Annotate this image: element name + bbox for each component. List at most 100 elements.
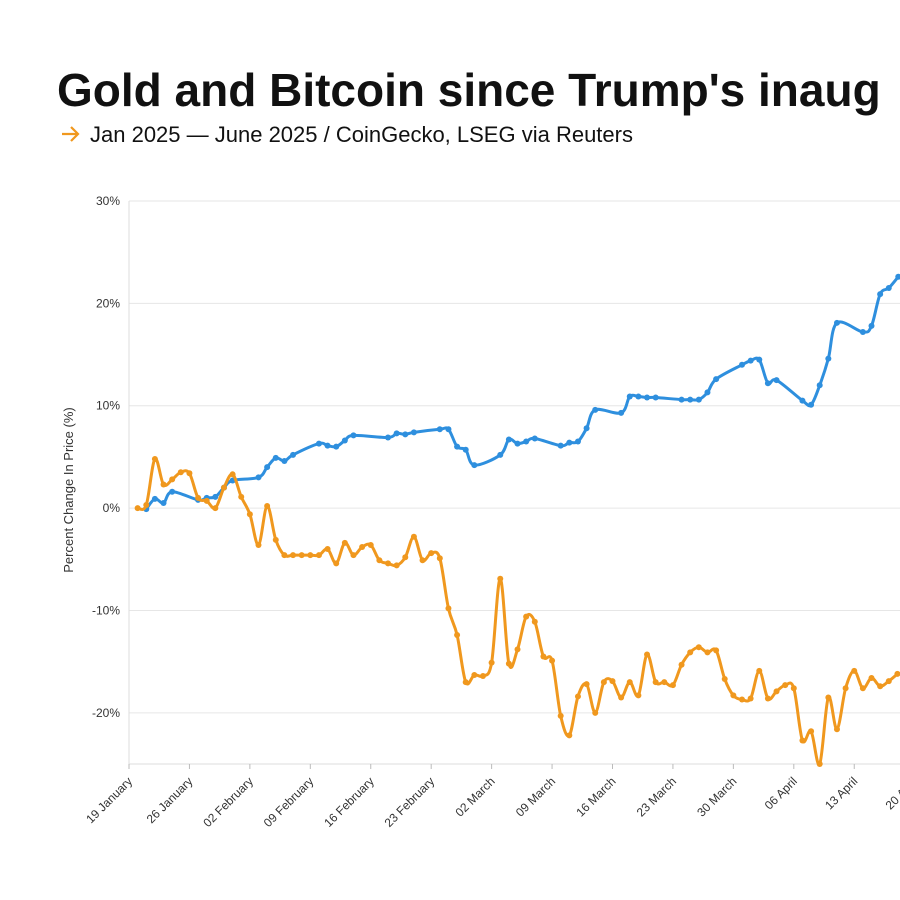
data-point <box>497 575 504 582</box>
data-point <box>290 451 297 458</box>
data-point <box>315 440 322 447</box>
data-point <box>428 550 435 557</box>
data-point <box>203 497 210 504</box>
data-point <box>773 377 780 384</box>
data-point <box>272 454 279 461</box>
series-line <box>145 275 900 511</box>
data-point <box>678 661 685 668</box>
data-point <box>592 406 599 413</box>
data-point <box>324 442 331 449</box>
data-point <box>833 726 840 733</box>
data-point <box>859 685 866 692</box>
arrow-icon <box>62 126 80 142</box>
data-point <box>436 555 443 562</box>
data-point <box>626 679 633 686</box>
data-point <box>471 671 478 678</box>
data-point <box>393 562 400 569</box>
data-point <box>566 439 573 446</box>
data-point <box>186 470 193 477</box>
data-point <box>393 430 400 437</box>
data-point <box>885 285 892 292</box>
data-point <box>531 618 538 625</box>
data-point <box>419 557 426 564</box>
x-tick-label: 02 February <box>200 774 256 830</box>
data-point <box>359 543 366 550</box>
data-point <box>842 685 849 692</box>
data-point <box>877 291 884 298</box>
data-point <box>177 469 184 476</box>
x-tick-label: 09 February <box>261 774 317 830</box>
data-point <box>687 396 694 403</box>
data-point <box>410 533 417 540</box>
x-tick-label: 16 February <box>321 774 377 830</box>
x-tick-label: 30 March <box>694 774 739 819</box>
x-tick-label: 20 April <box>883 774 900 812</box>
x-tick-label: 06 April <box>762 774 800 812</box>
data-point <box>721 676 728 683</box>
data-point <box>739 361 746 368</box>
data-point <box>739 696 746 703</box>
data-point <box>238 493 245 500</box>
data-point <box>454 443 461 450</box>
data-point <box>747 357 754 364</box>
data-point <box>324 546 331 553</box>
data-point <box>808 401 815 408</box>
data-point <box>531 435 538 442</box>
data-point <box>851 667 858 674</box>
data-point <box>687 649 694 656</box>
data-point <box>376 557 383 564</box>
data-point <box>609 678 616 685</box>
data-point <box>514 646 521 653</box>
data-point <box>229 471 236 478</box>
data-point <box>592 709 599 716</box>
data-point <box>713 376 720 383</box>
data-point <box>894 670 900 677</box>
data-point <box>895 273 900 280</box>
data-point <box>764 695 771 702</box>
data-point <box>454 632 461 639</box>
data-point <box>868 322 875 329</box>
data-point <box>160 481 167 488</box>
data-point <box>272 536 279 543</box>
data-point <box>652 394 659 401</box>
data-point <box>678 396 685 403</box>
data-point <box>885 678 892 685</box>
data-point <box>410 429 417 436</box>
data-point <box>350 552 357 559</box>
x-tick-label: 13 April <box>822 774 860 812</box>
data-point <box>445 605 452 612</box>
data-point <box>514 440 521 447</box>
data-point <box>497 451 504 458</box>
chart-subtitle: Jan 2025 — June 2025 / CoinGecko, LSEG v… <box>90 122 633 147</box>
data-point <box>143 502 150 509</box>
data-point <box>160 499 167 506</box>
data-point <box>833 319 840 326</box>
data-point <box>704 649 711 656</box>
data-point <box>333 560 340 567</box>
data-point <box>462 446 469 453</box>
data-point <box>644 394 651 401</box>
x-tick-label: 23 March <box>634 774 679 819</box>
data-point <box>169 488 176 495</box>
data-point <box>264 464 271 471</box>
data-point <box>635 692 642 699</box>
data-point <box>574 438 581 445</box>
data-point <box>333 443 340 450</box>
data-point <box>307 552 314 559</box>
data-point <box>644 651 651 658</box>
data-point <box>488 659 495 666</box>
x-tick-label: 23 February <box>382 774 438 830</box>
data-point <box>790 685 797 692</box>
data-point <box>220 484 227 491</box>
data-point <box>169 476 176 483</box>
data-point <box>264 503 271 510</box>
data-point <box>583 681 590 688</box>
y-tick-label: 30% <box>96 194 120 208</box>
x-tick-label: 19 January <box>83 774 135 826</box>
data-point <box>704 389 711 396</box>
data-point <box>212 493 219 500</box>
data-point <box>350 432 357 439</box>
data-point <box>799 397 806 404</box>
data-point <box>436 426 443 433</box>
